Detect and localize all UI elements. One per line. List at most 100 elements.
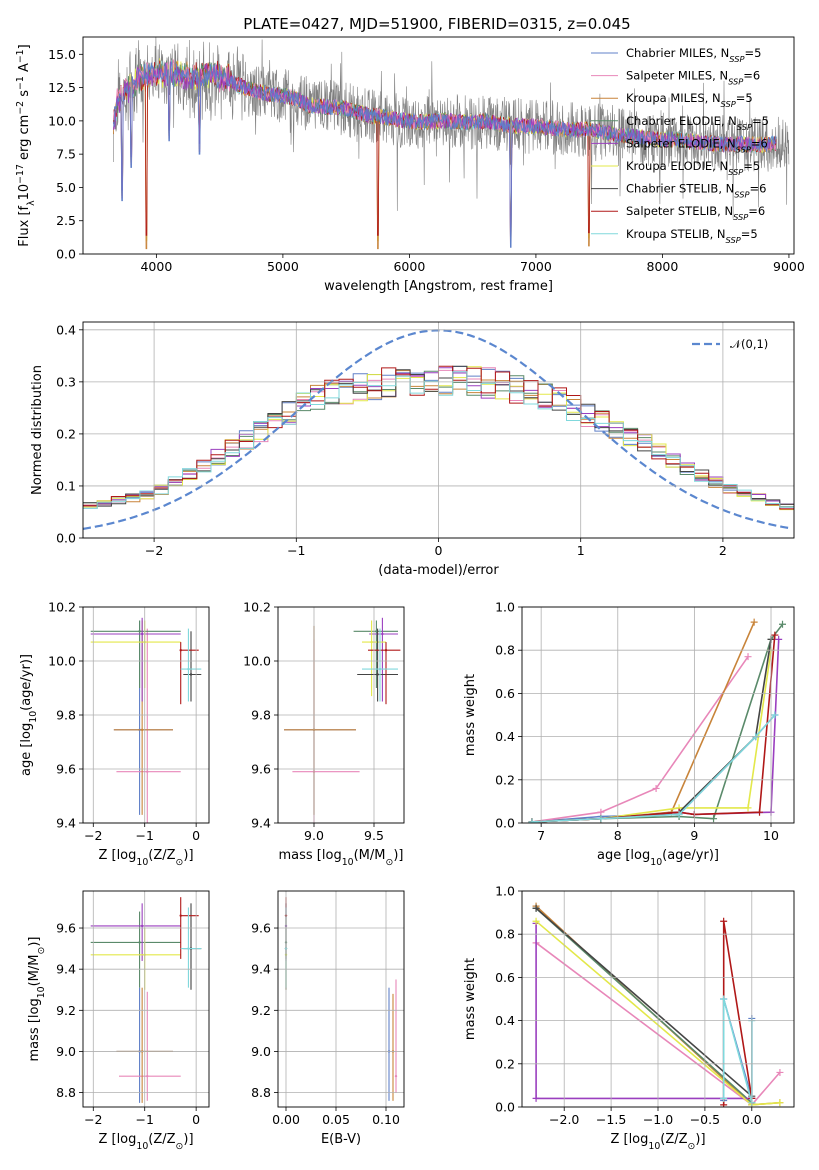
x-axis-label: mass [log10(M/M⊙)] bbox=[279, 848, 404, 868]
y-tick-label: 0.0 bbox=[56, 531, 76, 546]
y-tick-label: 0.2 bbox=[56, 426, 76, 441]
data-point-8 bbox=[378, 667, 382, 671]
series-marker-1 bbox=[597, 808, 605, 816]
axes-frame bbox=[277, 606, 405, 824]
legend-label-base: Kroupa MILES, N bbox=[626, 91, 721, 105]
label-part-sup2: −2 bbox=[15, 101, 26, 115]
y-tick-label: 15.0 bbox=[48, 47, 76, 62]
axes-mass-weight-vs-Z: −2.0 −1.5 −1.0 −0.5 0.0 0.0 0.2 0.4 0.6 0.8 1.0 Z [… bbox=[463, 884, 795, 1152]
x-tick-label: 0.10 bbox=[372, 1112, 400, 1127]
x-tick-label: −1 bbox=[287, 543, 305, 558]
legend-label-tail: =6 bbox=[743, 69, 760, 83]
label-part-sub2: ⊙ bbox=[688, 1141, 696, 1152]
data-point-8 bbox=[187, 947, 190, 950]
x-tick-label: 0.0 bbox=[742, 1112, 762, 1127]
legend-label-tail: =6 bbox=[749, 182, 766, 196]
x-tick-label: 9 bbox=[690, 828, 698, 843]
y-tick-label: 10.0 bbox=[48, 113, 76, 128]
series-marker-5 bbox=[776, 1099, 784, 1107]
axes-age-vs-mass: 9.0 9.5 9.4 9.6 9.8 10.0 10.2 mass [log10(M/M⊙)… bbox=[243, 600, 405, 868]
x-tick-label: 8 bbox=[614, 828, 622, 843]
y-tick-label: 9.2 bbox=[251, 1003, 271, 1018]
legend-label-base: Salpeter STELIB, N bbox=[626, 204, 733, 218]
axes-frame bbox=[82, 321, 795, 539]
y-tick-label: 0.0 bbox=[495, 816, 515, 831]
series-line-8 bbox=[531, 714, 776, 823]
y-tick-label: 1.0 bbox=[495, 600, 515, 615]
series-marker-4 bbox=[775, 635, 783, 643]
y-tick-label: 5.0 bbox=[56, 180, 76, 195]
legend-label-5: Kroupa ELODIE, NSSP=5 bbox=[626, 159, 760, 177]
x-axis-label: Z [log10(Z/Z⊙)] bbox=[98, 848, 193, 868]
legend-label-base: Chabrier ELODIE, N bbox=[626, 114, 737, 128]
label-part-sub: 10 bbox=[136, 1141, 148, 1152]
x-tick-label: 0 bbox=[435, 543, 443, 558]
label-part-pre: Z [log bbox=[98, 1132, 136, 1147]
label-part-post: erg cm bbox=[17, 115, 32, 164]
legend-label-tail: =5 bbox=[741, 227, 758, 241]
label-part-sub: 10 bbox=[342, 857, 354, 868]
label-part-post: (M/M bbox=[354, 848, 386, 863]
legend-label-sub: SSP bbox=[728, 167, 743, 177]
y-tick-label: 7.5 bbox=[56, 147, 76, 162]
x-axis-label: wavelength [Angstrom, rest frame] bbox=[324, 279, 553, 294]
y-tick-label: 0.8 bbox=[495, 927, 515, 942]
x-tick-label: −2 bbox=[84, 1112, 102, 1127]
legend-label-sub: SSP bbox=[728, 77, 743, 87]
axes-frame bbox=[82, 36, 795, 255]
y-axis-label: Flux [fλ10−17 erg cm−2 s−1 A−1] bbox=[15, 44, 37, 246]
y-tick-label: 8.8 bbox=[251, 1085, 271, 1100]
axes-mass-vs-Z: −2 −1 08.89.09.29.49.6Z [log10(Z/Z⊙)]mass … bbox=[27, 890, 210, 1152]
y-tick-label: 10.0 bbox=[48, 654, 76, 669]
data-point-1 bbox=[146, 1074, 149, 1078]
data-point-3 bbox=[138, 941, 141, 944]
y-tick-label: 9.2 bbox=[56, 1003, 76, 1018]
axes-age-vs-Z: −2 −1 09.49.69.810.010.2Z [log10(Z/Z⊙)]age… bbox=[19, 600, 210, 868]
legend-label-sub: SSP bbox=[733, 212, 748, 222]
data-point-1 bbox=[146, 770, 149, 773]
y-tick-label: 9.6 bbox=[251, 921, 271, 936]
legend-label-sub: SSP bbox=[721, 99, 736, 109]
y-tick-label: 0.0 bbox=[56, 247, 76, 262]
series-marker-3 bbox=[779, 620, 787, 628]
plot-area-age-vs-mass bbox=[284, 617, 401, 823]
y-tick-label: 9.6 bbox=[251, 762, 271, 777]
x-tick-label: 9.5 bbox=[364, 828, 384, 843]
label-part-post2: s bbox=[17, 90, 32, 101]
legend-label-1: Salpeter MILES, NSSP=6 bbox=[626, 69, 760, 87]
x-tick-label: 4000 bbox=[140, 259, 172, 274]
x-tick-label: 5000 bbox=[267, 259, 299, 274]
y-tick-label: 0.8 bbox=[495, 643, 515, 658]
y-axis-label: mass [log10(M/M⊙)] bbox=[27, 937, 47, 1062]
label-part-end: )] bbox=[183, 848, 193, 863]
data-point-3 bbox=[375, 630, 378, 633]
x-tick-label: 0.00 bbox=[272, 1112, 300, 1127]
x-tick-label: 8000 bbox=[647, 259, 679, 274]
x-tick-label: 10 bbox=[763, 828, 779, 843]
series-marker-2 bbox=[750, 618, 758, 626]
y-axis-label: age [log10(age/yr)] bbox=[19, 654, 39, 776]
axes-frame bbox=[82, 606, 210, 824]
x-tick-label: −1 bbox=[135, 828, 153, 843]
series-marker-4 bbox=[532, 1094, 540, 1102]
y-tick-label: 10.2 bbox=[48, 600, 76, 615]
label-part-post3: A bbox=[17, 63, 32, 76]
spectrum-model-line-4 bbox=[113, 61, 777, 238]
y-tick-label: 9.0 bbox=[56, 1044, 76, 1059]
plot-area-mass-weight-vs-age bbox=[528, 618, 787, 823]
label-part-pre: age [log bbox=[597, 848, 650, 863]
y-tick-label: 8.8 bbox=[56, 1085, 76, 1100]
label-part-sub2: ⊙ bbox=[36, 947, 47, 955]
data-point-6 bbox=[376, 673, 379, 676]
data-point-7 bbox=[179, 649, 182, 652]
label-part-end: )] bbox=[27, 937, 42, 947]
label-part-sub: 10 bbox=[28, 711, 39, 723]
series-line-1 bbox=[531, 656, 749, 823]
series-marker-1 bbox=[776, 1068, 784, 1076]
x-axis-label: (data-model)/error bbox=[378, 563, 499, 578]
data-point-4 bbox=[381, 632, 384, 636]
y-tick-label: 10.2 bbox=[243, 600, 271, 615]
y-tick-label: 2.5 bbox=[56, 213, 76, 228]
